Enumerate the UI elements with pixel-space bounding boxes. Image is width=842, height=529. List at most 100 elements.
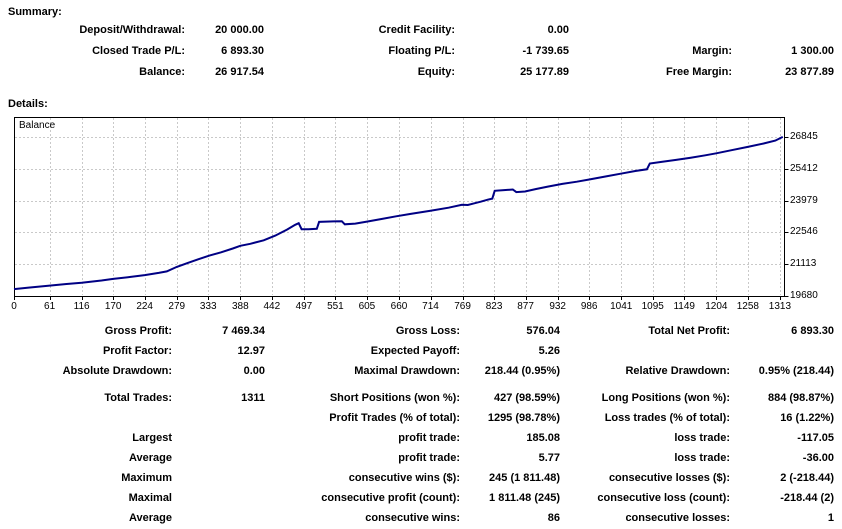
stat-value: 6 893.30 xyxy=(791,325,834,337)
balance-chart-svg xyxy=(13,117,789,300)
stat-label xyxy=(0,408,172,428)
stat-label: Floating P/L: xyxy=(388,45,455,57)
stat-value xyxy=(172,428,265,448)
stat-label: Closed Trade P/L: xyxy=(92,45,185,57)
x-tick-label: 1149 xyxy=(673,301,695,312)
x-tick-label: 497 xyxy=(295,301,313,312)
stat-label: consecutive profit (count): xyxy=(321,492,460,504)
stat-value: 245 (1 811.48) xyxy=(489,472,560,484)
details-title: Details: xyxy=(8,98,48,110)
stat-label: consecutive losses ($): xyxy=(608,472,730,484)
x-tick-label: 823 xyxy=(485,301,503,312)
balance-line xyxy=(13,136,784,291)
stat-label: profit trade: xyxy=(398,452,460,464)
y-tick-label: 19680 xyxy=(790,290,818,301)
stat-label: Average xyxy=(128,452,172,464)
stat-value: 1295 (98.78%) xyxy=(487,412,560,424)
stat-value: 0.00 xyxy=(547,24,569,36)
stat-value: 6 893.30 xyxy=(221,45,264,57)
stat-value: 1311 xyxy=(241,392,265,404)
summary-title: Summary: xyxy=(8,6,62,18)
stat-label: consecutive losses: xyxy=(625,512,730,524)
stat-value: 7 469.34 xyxy=(222,325,265,337)
stat-label: Largest xyxy=(132,432,172,444)
stat-value: 23 877.89 xyxy=(785,66,834,78)
stat-value xyxy=(172,468,265,488)
y-tick-label: 26845 xyxy=(790,130,818,142)
stat-value: 1 300.00 xyxy=(791,45,834,57)
stat-value: -1 739.65 xyxy=(522,45,569,57)
stat-value: 427 (98.59%) xyxy=(493,392,560,404)
stat-value: 25 177.89 xyxy=(520,66,569,78)
x-tick-label: 551 xyxy=(327,301,344,312)
stat-value: 1 xyxy=(827,512,834,524)
x-tick-label: 932 xyxy=(549,301,566,312)
stat-value: 12.97 xyxy=(237,345,265,357)
y-tick-label: 21113 xyxy=(790,258,817,270)
stat-label: loss trade: xyxy=(674,452,730,464)
stat-label: Total Net Profit: xyxy=(648,325,730,337)
stat-label xyxy=(569,20,732,41)
stat-label: Maximal Drawdown: xyxy=(354,365,460,377)
stat-value: 218.44 (0.95%) xyxy=(484,365,560,377)
stat-label xyxy=(560,341,730,361)
x-tick-label: 170 xyxy=(104,301,122,312)
stat-label: Relative Drawdown: xyxy=(625,365,730,377)
stat-value xyxy=(172,408,265,428)
stat-label: consecutive loss (count): xyxy=(597,492,730,504)
summary-table: Deposit/Withdrawal: 20 000.00 Credit Facil… xyxy=(0,20,834,83)
stat-label: Credit Facility: xyxy=(378,24,455,36)
stat-label: Deposit/Withdrawal: xyxy=(79,24,185,36)
stat-value: 0.00 xyxy=(243,365,265,377)
stat-label: Expected Payoff: xyxy=(370,345,460,357)
x-tick-label: 714 xyxy=(422,301,439,312)
stat-value xyxy=(172,448,265,468)
balance-chart: Balance xyxy=(13,117,789,301)
stat-label: Absolute Drawdown: xyxy=(62,365,172,377)
stat-label: Average xyxy=(128,512,172,524)
stat-label: Balance: xyxy=(139,66,185,78)
stat-label: Free Margin: xyxy=(665,66,732,78)
y-tick-label: 25412 xyxy=(790,162,818,174)
stat-label: Loss trades (% of total): xyxy=(604,412,730,424)
stat-value: 884 (98.87%) xyxy=(767,392,834,404)
stat-label: Margin: xyxy=(692,45,732,57)
x-tick-label: 1313 xyxy=(768,301,792,312)
x-tick-label: 224 xyxy=(136,301,153,312)
stat-label: Maximal xyxy=(128,492,172,504)
stat-label: Total Trades: xyxy=(104,392,172,404)
stat-label: consecutive wins: xyxy=(365,512,460,524)
chart-series-label: Balance xyxy=(19,120,56,131)
stat-label: profit trade: xyxy=(398,432,460,444)
x-tick-label: 986 xyxy=(580,301,598,312)
x-tick-label: 0 xyxy=(11,301,17,312)
stat-value xyxy=(172,488,265,508)
stat-value: 20 000.00 xyxy=(215,24,264,36)
x-tick-label: 442 xyxy=(263,301,281,312)
x-tick-label: 116 xyxy=(73,301,90,312)
stat-label: Gross Profit: xyxy=(104,325,172,337)
stat-label: loss trade: xyxy=(674,432,730,444)
stat-label: Short Positions (won %): xyxy=(329,392,460,404)
stat-value: 0.95% (218.44) xyxy=(758,365,834,377)
stat-value: 86 xyxy=(547,512,560,524)
stat-label: consecutive wins ($): xyxy=(348,472,460,484)
y-tick-label: 22546 xyxy=(790,226,818,238)
stat-label: Maximum xyxy=(121,472,172,484)
stat-value: 1 811.48 (245) xyxy=(489,492,560,504)
x-tick-label: 1095 xyxy=(641,301,664,312)
stat-value xyxy=(172,508,265,528)
x-tick-label: 61 xyxy=(44,301,56,312)
stat-value xyxy=(730,341,834,361)
x-tick-label: 1204 xyxy=(705,301,728,312)
details-table: Gross Profit: 7 469.34 Gross Loss: 576.04 To… xyxy=(0,321,834,528)
stat-value: 576.04 xyxy=(526,325,560,337)
stat-value: -117.05 xyxy=(797,432,834,444)
stat-label: Profit Factor: xyxy=(102,345,172,357)
x-tick-label: 333 xyxy=(199,301,217,312)
stat-label: Gross Loss: xyxy=(395,325,460,337)
stat-value: -218.44 (2) xyxy=(780,492,834,504)
chart-border xyxy=(14,117,785,297)
x-tick-label: 605 xyxy=(358,301,376,312)
